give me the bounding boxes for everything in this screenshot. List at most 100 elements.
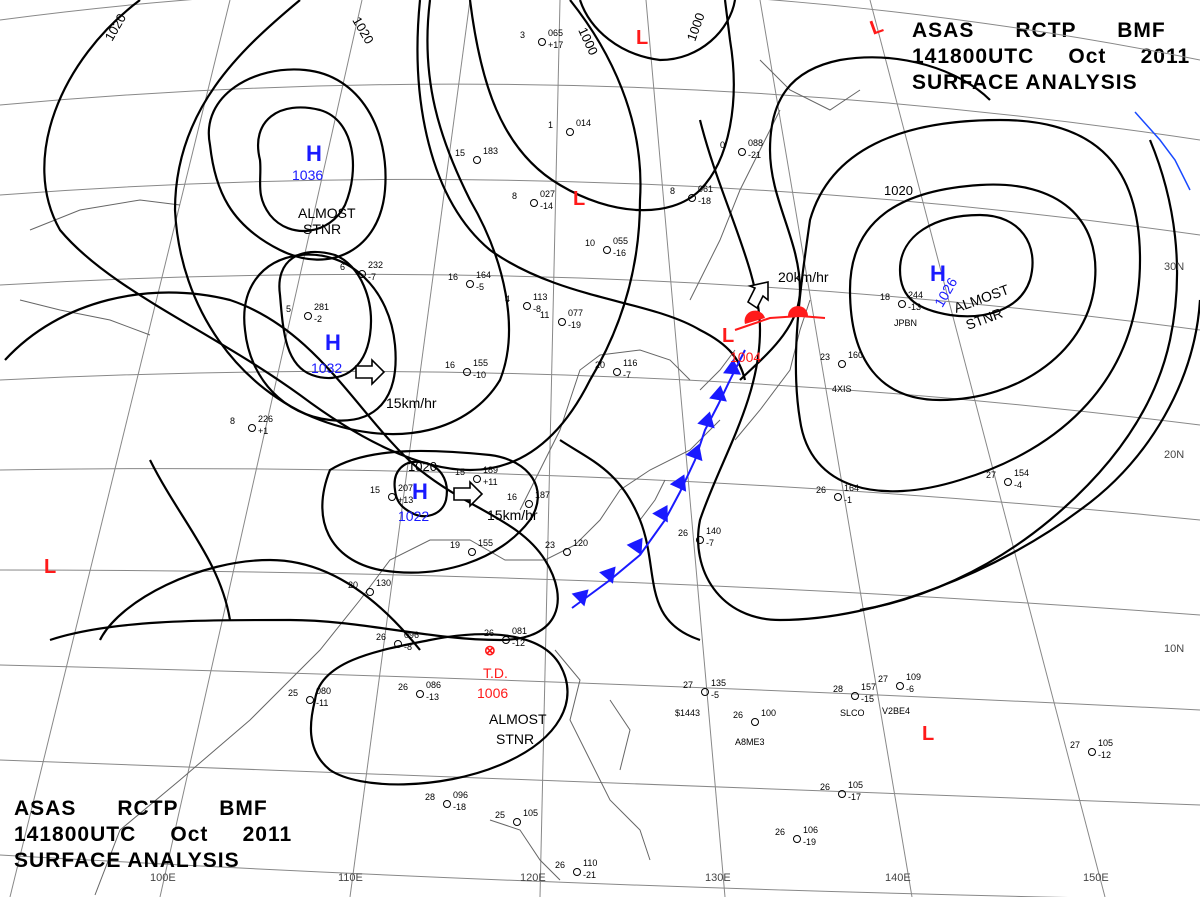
station-value: 061 [698, 184, 713, 194]
station-value: 183 [483, 146, 498, 156]
station-circle-icon [1088, 748, 1096, 756]
station-circle-icon [416, 690, 424, 698]
station-value: 081 [512, 626, 527, 636]
motion-speed: 15km/hr [487, 507, 538, 523]
station-circle-icon [538, 38, 546, 46]
station-circle-icon [793, 835, 801, 843]
station-plot: 6 232 -7 [340, 260, 383, 282]
lat-label: 20N [1164, 449, 1184, 461]
station-value: 4 [505, 294, 510, 304]
station-value: -7 [623, 370, 631, 380]
station-value: -14 [540, 201, 553, 211]
station-circle-icon [304, 312, 312, 320]
cold-front-triangle [723, 359, 741, 375]
station-value: 106 [803, 825, 818, 835]
station-circle-icon [751, 718, 759, 726]
header-station: RCTP [1015, 19, 1077, 42]
station-value: 6 [340, 262, 345, 272]
station-plot: 26 096 -8 [376, 630, 419, 652]
station-circle-icon [366, 588, 374, 596]
station-value: 116 [623, 358, 637, 368]
coastlines [19, 59, 861, 896]
ship-id: SLCO [840, 708, 865, 718]
motion-arrow-icon [746, 281, 769, 310]
station-value: 096 [453, 790, 468, 800]
cold-front-triangle [669, 474, 687, 492]
station-circle-icon [530, 199, 538, 207]
station-circle-icon [513, 818, 521, 826]
ship-id: A8ME3 [735, 737, 765, 747]
low-marker: L [573, 188, 585, 210]
station-plot: 26 086 -13 [398, 680, 441, 702]
station-value: 20 [595, 360, 605, 370]
station-plot: 11 077 -19 [540, 308, 583, 330]
station-value: 23 [820, 352, 830, 362]
station-value: 113 [533, 292, 547, 302]
station-value: 26 [820, 782, 830, 792]
station-circle-icon [738, 148, 746, 156]
station-value: 155 [473, 358, 488, 368]
station-value: 26 [678, 528, 688, 538]
stationary-note: ALMOST [489, 711, 547, 727]
motion-speed: 20km/hr [778, 269, 829, 285]
station-value: +13 [398, 495, 413, 505]
station-value: 16 [445, 360, 455, 370]
cold-front-triangle [652, 505, 668, 523]
station-plot: 20 130 [348, 578, 391, 596]
station-circle-icon [394, 640, 402, 648]
station-value: 26 [775, 827, 785, 837]
cold-front-triangle [599, 566, 616, 584]
station-value: -10 [473, 370, 486, 380]
station-circle-icon [558, 318, 566, 326]
low-marker: L [867, 15, 886, 40]
station-plot: 20 116 -7 [595, 358, 637, 380]
station-value: 077 [568, 308, 583, 318]
station-plot: 26 081 -12 [484, 626, 527, 648]
station-value: 10 [585, 238, 595, 248]
station-value: -7 [368, 272, 376, 282]
station-value: 105 [1098, 738, 1113, 748]
low-center-value: 1004 [730, 349, 761, 365]
station-circle-icon [563, 548, 571, 556]
station-value: -5 [476, 282, 484, 292]
header-agency: ASAS [14, 797, 77, 820]
isobar-label: 1000 [684, 11, 708, 43]
station-plot: 16 187 [507, 490, 550, 508]
station-value: +11 [483, 477, 498, 487]
station-value: 244 [908, 290, 923, 300]
station-value: 20 [348, 580, 358, 590]
cold-front-triangles [571, 359, 741, 607]
high-center-letter: H [930, 261, 946, 286]
station-value: 8 [230, 416, 235, 426]
header-code: BMF [219, 797, 268, 820]
station-value: 160 [848, 350, 863, 360]
cold-front-triangle [697, 411, 715, 429]
header-month: Oct [1068, 45, 1107, 68]
station-value: -21 [583, 870, 596, 880]
station-value: 187 [535, 490, 550, 500]
warm-front [734, 306, 826, 331]
header-time: 141800UTC [14, 823, 137, 846]
station-value: 014 [576, 118, 591, 128]
station-circle-icon [525, 500, 533, 508]
station-plot: 26 110 -21 [555, 858, 597, 880]
station-plot: 19 155 [450, 538, 493, 556]
station-plot: 28 157 -15 [833, 682, 876, 704]
station-value: +1 [258, 426, 268, 436]
station-plot: 25 080 -11 [288, 686, 331, 708]
station-value: -5 [711, 690, 719, 700]
station-plot: 8 061 -18 [670, 184, 713, 206]
lat-label: 30N [1164, 261, 1184, 273]
lon-label: 120E [520, 872, 546, 884]
station-circle-icon [688, 194, 696, 202]
station-plot: 15 207 +13 [370, 483, 413, 505]
stationary-note: STNR [303, 221, 341, 237]
station-value: 27 [683, 680, 693, 690]
station-value: 8 [512, 191, 517, 201]
station-value: -15 [861, 694, 874, 704]
station-value: 232 [368, 260, 383, 270]
station-value: 3 [520, 30, 525, 40]
station-value: 26 [733, 710, 743, 720]
station-circle-icon [463, 368, 471, 376]
